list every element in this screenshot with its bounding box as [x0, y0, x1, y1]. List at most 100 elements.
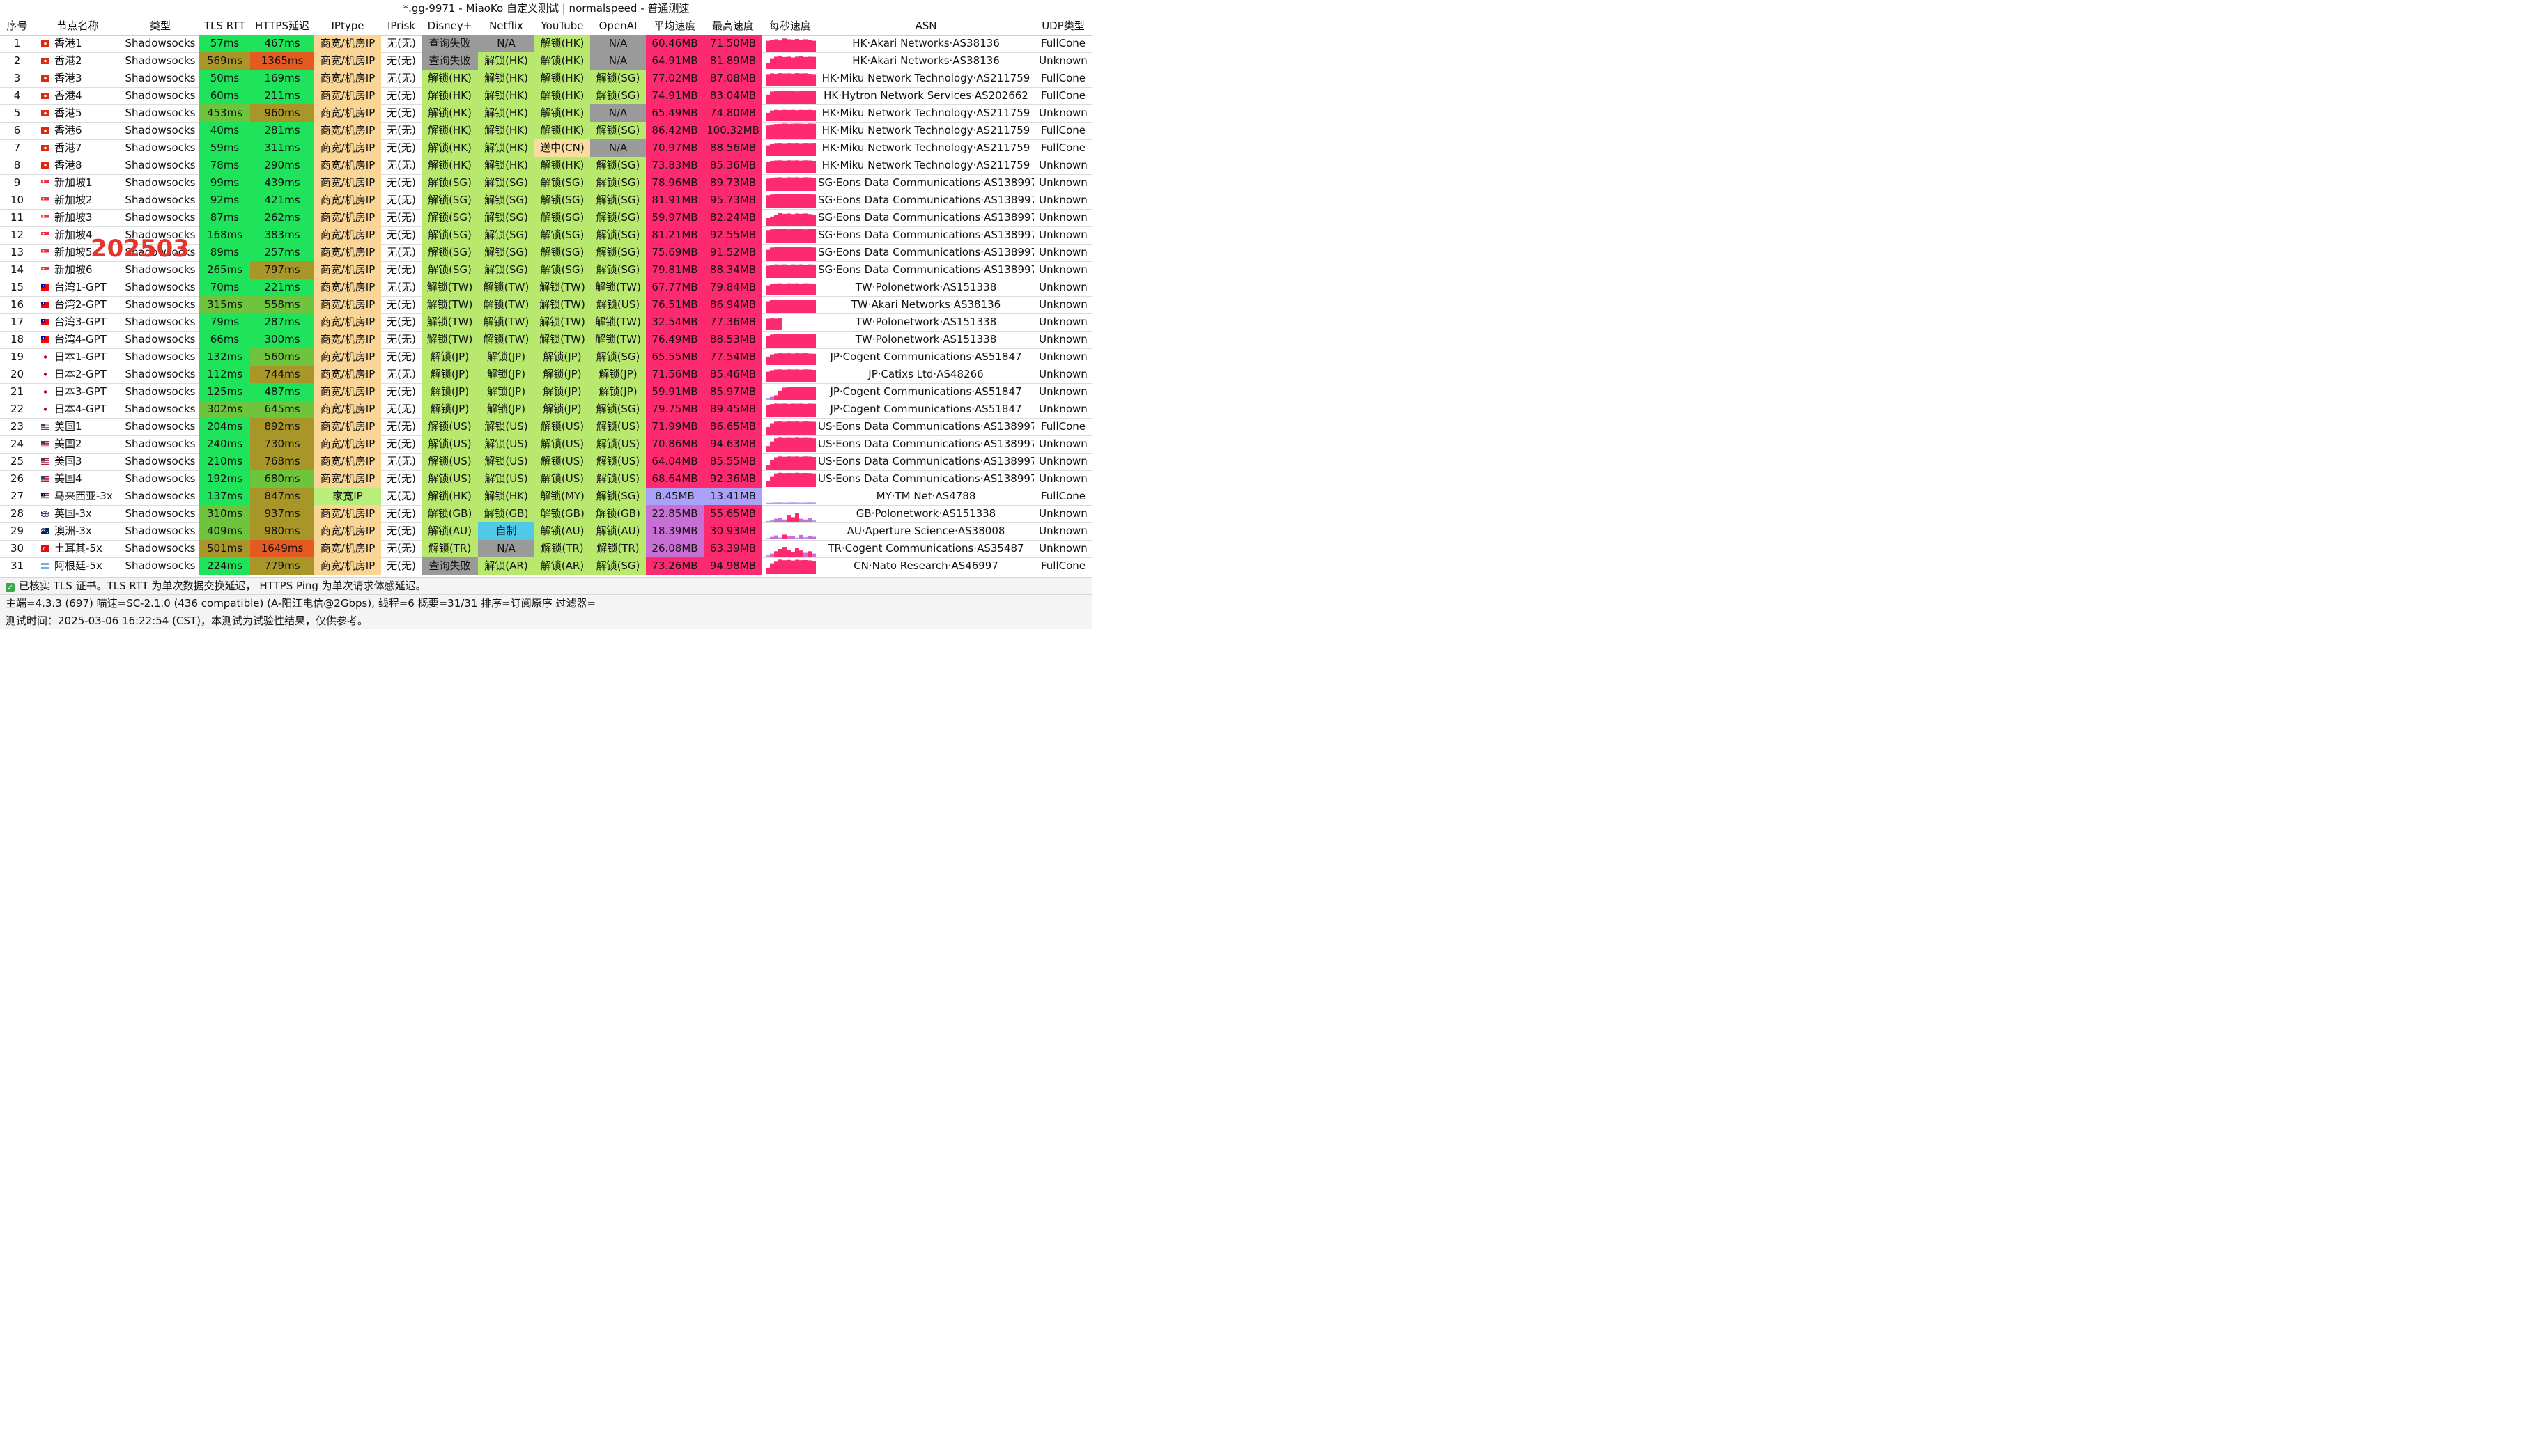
youtube-status: 解锁(AU) — [534, 522, 590, 540]
sparkline-bar — [766, 145, 770, 156]
sparkline-bar — [770, 144, 774, 156]
netflix-status: 解锁(SG) — [478, 209, 534, 226]
ip-type: 商宽/机房IP — [314, 401, 381, 418]
proxy-type: Shadowsocks — [125, 37, 196, 49]
https-latency: 1649ms — [250, 540, 314, 557]
sparkline-bar — [782, 421, 787, 435]
sparkline-bar — [808, 387, 812, 400]
disney-status: 解锁(HK) — [422, 87, 478, 104]
sparkline-bar — [778, 537, 782, 539]
sparkline-bar — [787, 403, 791, 417]
sparkline-bar — [812, 553, 816, 557]
col-header-udp: UDP类型 — [1042, 20, 1085, 32]
sparkline-bar — [766, 318, 770, 330]
sparkline-bar — [778, 246, 782, 261]
tls-rtt: 59ms — [199, 139, 250, 157]
sparkline-bar — [770, 354, 774, 365]
node-name: 香港4 — [34, 87, 121, 104]
sg-flag-icon — [41, 215, 49, 221]
asn-label: SG·Eons Data Communications·AS138997 — [818, 246, 1034, 258]
asn-label: US·Eons Data Communications·AS138997 — [818, 455, 1034, 467]
row-index: 30 — [10, 542, 24, 555]
tw-flag-icon — [41, 284, 49, 291]
asn-label: SG·Eons Data Communications·AS138997 — [818, 176, 1034, 189]
udp-type: Unknown — [1039, 298, 1088, 311]
udp-type: Unknown — [1039, 455, 1088, 467]
sparkline-bar — [778, 318, 782, 330]
sparkline-bar — [808, 264, 812, 278]
https-latency: 262ms — [250, 209, 314, 226]
sparkline-bar — [774, 502, 778, 504]
sparkline-bar — [766, 162, 770, 173]
disney-status: 解锁(HK) — [422, 70, 478, 87]
sparkline-bar — [770, 318, 774, 330]
proxy-type: Shadowsocks — [125, 437, 196, 450]
max-speed: 95.73MB — [704, 192, 762, 209]
table-row: 23 美国1 Shadowsocks 204ms 892ms 商宽/机房IP 无(无) 解锁(… — [0, 418, 1092, 436]
sparkline-bar — [791, 403, 795, 417]
sparkline-bar — [766, 285, 770, 295]
proxy-type: Shadowsocks — [125, 455, 196, 467]
ip-risk: 无(无) — [387, 350, 416, 363]
max-speed: 87.08MB — [704, 70, 762, 87]
row-index: 9 — [13, 176, 21, 189]
row-index: 6 — [13, 124, 21, 137]
tls-rtt: 210ms — [199, 453, 250, 470]
sparkline-bar — [791, 473, 795, 487]
sparkline-bar — [812, 438, 816, 452]
sparkline-bar — [791, 387, 795, 400]
udp-type: Unknown — [1039, 211, 1088, 224]
sparkline-bar — [795, 559, 799, 574]
sparkline-bar — [799, 56, 803, 69]
tls-rtt: 204ms — [199, 418, 250, 435]
avg-speed: 78.96MB — [646, 174, 704, 192]
sparkline-bar — [791, 160, 795, 173]
speed-sparkline — [762, 453, 818, 470]
row-index: 7 — [13, 141, 21, 154]
sparkline-bar — [770, 216, 774, 226]
sparkline-bar — [808, 369, 812, 382]
sparkline-bar — [799, 437, 803, 452]
avg-speed: 26.08MB — [646, 540, 704, 557]
netflix-status: 解锁(TW) — [478, 279, 534, 296]
sparkline-bar — [791, 73, 795, 86]
openai-status: 解锁(SG) — [590, 174, 646, 192]
https-latency: 439ms — [250, 174, 314, 192]
disney-status: 解锁(SG) — [422, 209, 478, 226]
disney-status: 解锁(HK) — [422, 104, 478, 122]
ip-type: 商宽/机房IP — [314, 174, 381, 192]
ip-risk: 无(无) — [387, 316, 416, 328]
sparkline-chart — [766, 212, 816, 226]
ip-risk: 无(无) — [387, 281, 416, 293]
window-title: *.gg-9971 - MiaoKo 自定义测试 | normalspeed -… — [0, 0, 1092, 18]
max-speed: 30.93MB — [704, 522, 762, 540]
ip-risk: 无(无) — [387, 542, 416, 555]
sparkline-bar — [766, 195, 770, 208]
row-index: 5 — [13, 107, 21, 119]
hk-flag-icon — [41, 162, 49, 169]
sparkline-chart — [766, 403, 816, 417]
asn-label: US·Eons Data Communications·AS138997 — [818, 472, 1034, 485]
speed-sparkline — [762, 87, 818, 104]
proxy-type: Shadowsocks — [125, 472, 196, 485]
tls-rtt: 60ms — [199, 87, 250, 104]
sparkline-bar — [787, 334, 791, 348]
udp-type: Unknown — [1039, 281, 1088, 293]
sparkline-bar — [808, 283, 812, 295]
node-name-label: 台湾2-GPT — [54, 298, 107, 311]
openai-status: 解锁(US) — [590, 418, 646, 435]
ip-risk: 无(无) — [387, 455, 416, 467]
sparkline-bar — [812, 421, 816, 435]
sparkline-bar — [770, 247, 774, 261]
netflix-status: 解锁(GB) — [478, 505, 534, 522]
disney-status: 解锁(GB) — [422, 505, 478, 522]
ip-risk: 无(无) — [387, 333, 416, 346]
udp-type: Unknown — [1039, 542, 1088, 555]
node-name-label: 新加坡5 — [54, 246, 93, 258]
node-name: 新加坡2 — [34, 192, 121, 209]
sparkline-bar — [774, 421, 778, 435]
netflix-status: 解锁(HK) — [478, 122, 534, 139]
avg-speed: 59.91MB — [646, 383, 704, 401]
sparkline-bar — [791, 39, 795, 52]
ip-type: 商宽/机房IP — [314, 366, 381, 383]
